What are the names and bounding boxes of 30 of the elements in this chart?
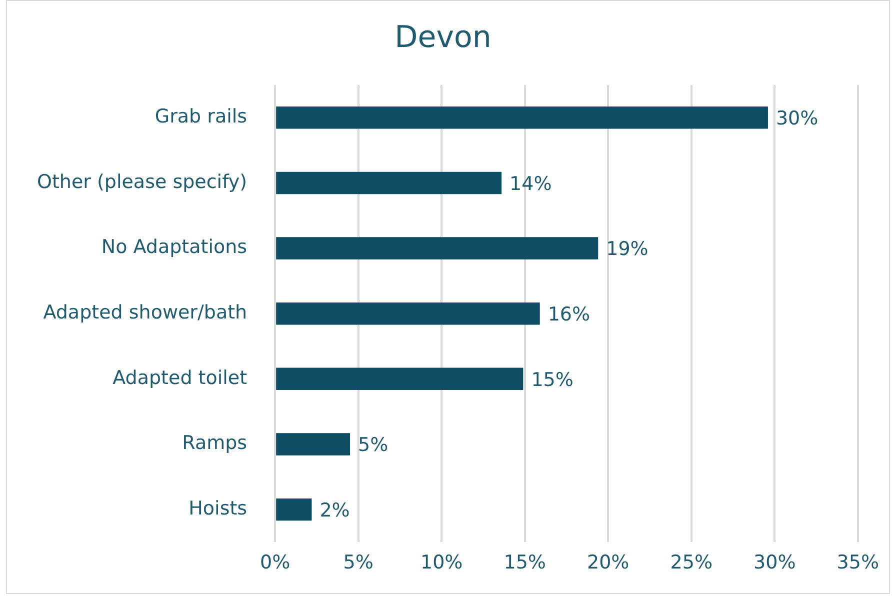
y-tick-label: Adapted toilet [112,366,248,389]
data-label: 5% [358,434,388,456]
x-tick-label: 20% [586,552,630,574]
x-tick-label: 15% [504,552,546,574]
x-tick-label: 0% [260,552,290,574]
x-tick-label: 25% [670,552,712,574]
x-tick-label: 35% [836,552,879,574]
bar [276,237,598,260]
x-tick-label: 5% [343,552,374,574]
chart-title: Devon [394,20,492,55]
y-tick-label: Ramps [182,432,248,454]
bar [276,433,350,456]
data-label: 14% [510,172,552,195]
bar [276,106,768,129]
y-tick-label: Grab rails [154,106,248,128]
bar [276,498,312,521]
y-tick-label: Adapted shower/bath [43,302,248,324]
bar [276,368,524,390]
data-label: 15% [531,368,574,391]
y-tick-label: Hoists [188,497,248,520]
data-label: 30% [776,108,818,130]
x-tick-label: 10% [420,552,463,574]
y-tick-label: No Adaptations [101,236,248,258]
data-label: 2% [320,499,350,522]
y-tick-label: Other (please specify) [36,170,248,193]
data-label: 16% [548,304,590,326]
bar [276,302,540,325]
x-tick-label: 30% [754,552,796,574]
data-label: 19% [606,238,648,260]
bar [276,172,502,194]
